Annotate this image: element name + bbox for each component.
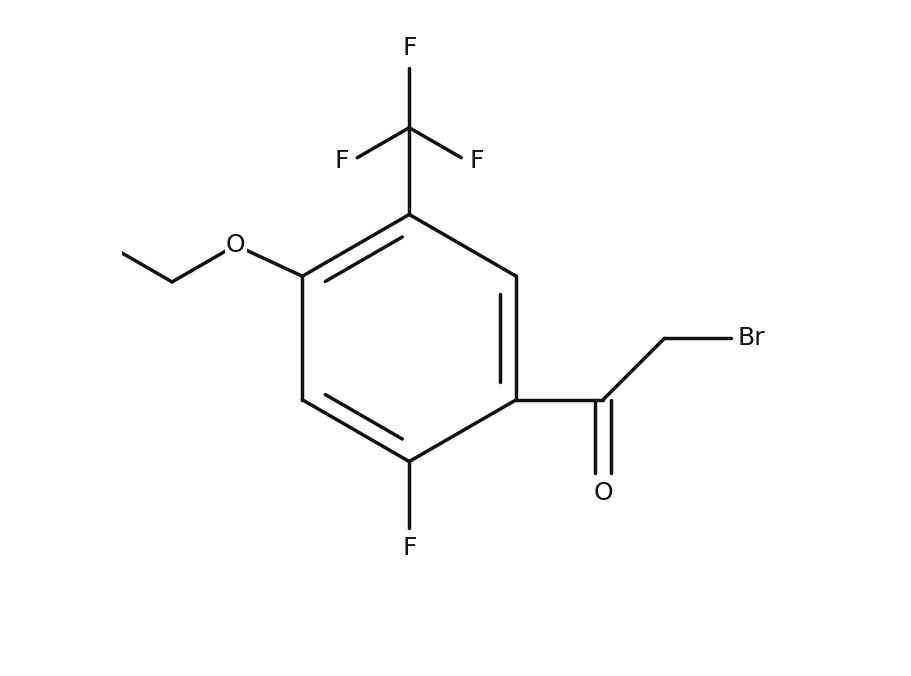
Text: Br: Br [737, 327, 764, 350]
Text: F: F [402, 536, 416, 560]
Text: O: O [592, 481, 612, 505]
Text: F: F [469, 149, 483, 173]
Text: O: O [226, 233, 245, 257]
Text: F: F [402, 36, 416, 59]
Text: F: F [334, 149, 349, 173]
